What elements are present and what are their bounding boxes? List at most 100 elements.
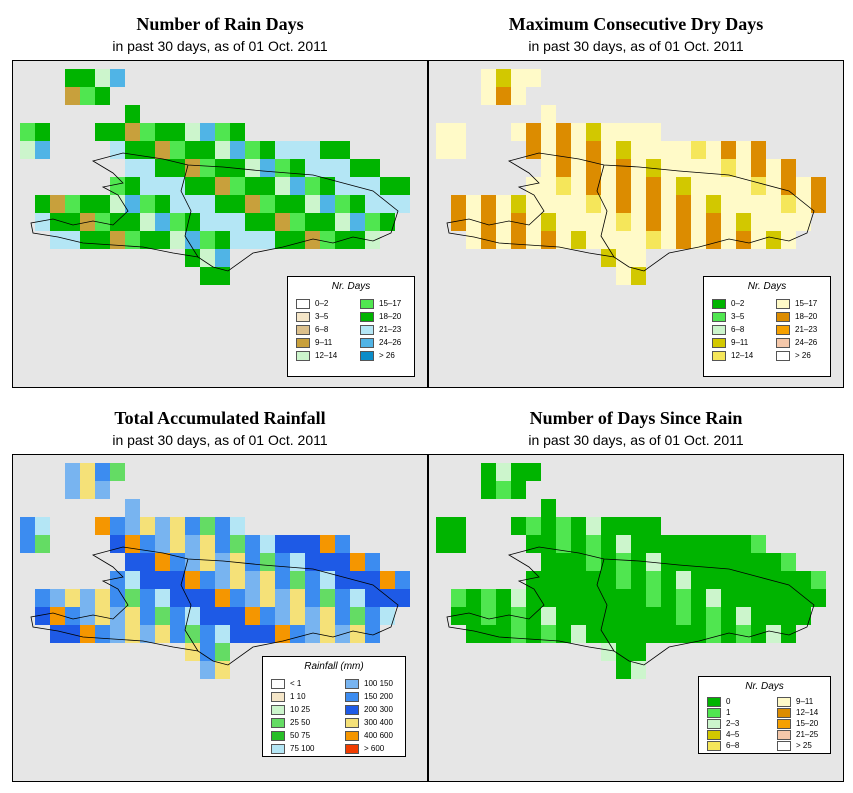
grid-cell <box>65 625 80 643</box>
grid-cell <box>365 553 380 571</box>
grid-cell <box>541 123 556 141</box>
grid-cell <box>290 607 305 625</box>
grid-cell <box>781 231 796 249</box>
grid-cell <box>200 571 215 589</box>
grid-cell <box>601 231 616 249</box>
grid-cell <box>646 123 661 141</box>
country-border <box>180 558 199 652</box>
grid-cell <box>511 69 526 87</box>
grid-cell <box>335 571 350 589</box>
grid-cell <box>541 177 556 195</box>
grid-cell <box>781 195 796 213</box>
legend-item: 1 <box>707 707 730 718</box>
grid-cell <box>395 177 410 195</box>
grid-cell <box>496 69 511 87</box>
grid-cell <box>781 589 796 607</box>
grid-cell <box>751 607 766 625</box>
legend-label: 15–17 <box>379 299 402 308</box>
grid-cell <box>796 607 811 625</box>
grid-cell <box>125 571 140 589</box>
grid-cell <box>65 69 80 87</box>
legend-label: 6–8 <box>315 325 329 334</box>
grid-cell <box>631 213 646 231</box>
grid-cell <box>365 625 380 643</box>
grid-cell <box>601 123 616 141</box>
grid-cell <box>395 195 410 213</box>
legend-item: 400 600 <box>345 730 393 741</box>
grid-cell <box>290 159 305 177</box>
grid-cell <box>245 177 260 195</box>
grid-cell <box>110 535 125 553</box>
grid-cell <box>616 643 631 661</box>
grid-cell <box>766 571 781 589</box>
grid-cell <box>496 195 511 213</box>
grid-cell <box>380 607 395 625</box>
grid-cell <box>260 231 275 249</box>
grid-cell <box>706 553 721 571</box>
legend-swatch <box>777 729 791 740</box>
grid-cell <box>275 607 290 625</box>
grid-cell <box>811 571 826 589</box>
grid-cell <box>601 213 616 231</box>
grid-cell <box>496 87 511 105</box>
grid-cell <box>781 159 796 177</box>
legend-item: 2–3 <box>707 718 739 729</box>
grid-cell <box>20 141 35 159</box>
grid-cell <box>586 195 601 213</box>
legend-label: 4–5 <box>726 730 740 739</box>
grid-cell <box>721 553 736 571</box>
grid-cell <box>95 69 110 87</box>
legend-item: 10 25 <box>271 704 310 715</box>
grid-cell <box>736 571 751 589</box>
grid-cell <box>80 231 95 249</box>
legend-label: 1 10 <box>290 692 306 701</box>
grid-cell <box>110 463 125 481</box>
grid-cell <box>290 625 305 643</box>
grid-cell <box>230 553 245 571</box>
grid-cell <box>631 517 646 535</box>
legend-swatch <box>712 311 726 322</box>
map-legend: Nr. Days 0–2 3–5 6–8 9–11 12–14 15–17 18–20 21–… <box>703 276 831 377</box>
legend-item: 4–5 <box>707 729 739 740</box>
grid-cell <box>245 231 260 249</box>
grid-cell <box>230 177 245 195</box>
grid-cell <box>245 571 260 589</box>
legend-label: 18–20 <box>795 312 818 321</box>
legend-title: Nr. Days <box>745 681 784 692</box>
grid-cell <box>350 159 365 177</box>
grid-cell <box>631 643 646 661</box>
grid-cell <box>736 159 751 177</box>
grid-cell <box>631 267 646 285</box>
grid-cell <box>646 589 661 607</box>
legend-label: 50 75 <box>290 731 311 740</box>
grid-cell <box>350 177 365 195</box>
grid-cell <box>661 195 676 213</box>
grid-cell <box>631 589 646 607</box>
grid-cell <box>571 213 586 231</box>
grid-cell <box>436 123 451 141</box>
grid-cell <box>65 481 80 499</box>
grid-cell <box>631 625 646 643</box>
grid-cell <box>541 231 556 249</box>
grid-cell <box>496 481 511 499</box>
grid-cell <box>380 589 395 607</box>
grid-cell <box>305 213 320 231</box>
grid-cell <box>170 517 185 535</box>
grid-cell <box>631 553 646 571</box>
grid-cell <box>365 177 380 195</box>
grid-cell <box>140 625 155 643</box>
grid-cell <box>50 213 65 231</box>
grid-cell <box>691 195 706 213</box>
grid-cell <box>125 105 140 123</box>
legend-item: 100 150 <box>345 678 393 689</box>
grid-cell <box>95 123 110 141</box>
grid-cell <box>511 195 526 213</box>
grid-cell <box>275 213 290 231</box>
grid-cell <box>350 607 365 625</box>
grid-cell <box>691 607 706 625</box>
grid-cell <box>616 625 631 643</box>
grid-cell <box>571 535 586 553</box>
grid-cell <box>556 607 571 625</box>
map-legend: Nr. Days 0 1 2–3 4–5 6–8 9–11 12–14 15–20 21–25 >… <box>698 676 831 754</box>
grid-cell <box>616 535 631 553</box>
